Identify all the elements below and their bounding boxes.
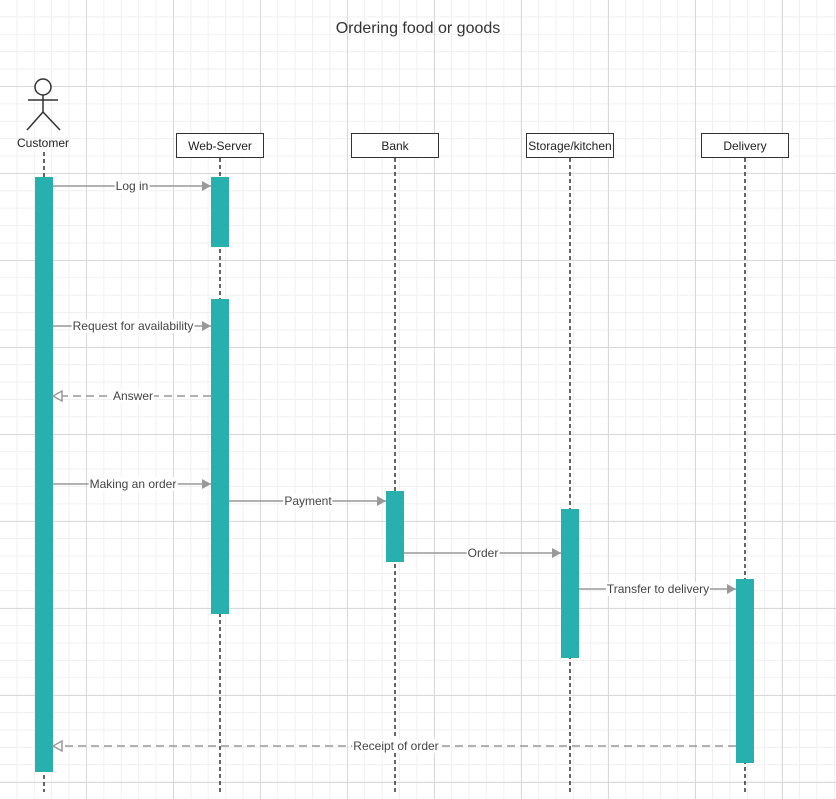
participant-web-server[interactable]: Web-Server xyxy=(176,133,264,158)
open-arrowhead-icon xyxy=(51,739,63,753)
message-label-transfer-to-delivery: Transfer to delivery xyxy=(605,582,711,596)
activation-bar-delivery xyxy=(736,579,754,763)
arrowhead-icon xyxy=(202,321,211,331)
activation-bar-web-server xyxy=(211,299,229,614)
arrowhead-icon xyxy=(202,181,211,191)
diagram-title: Ordering food or goods xyxy=(335,20,501,37)
message-label-payment: Payment xyxy=(283,494,333,508)
activation-bar-customer xyxy=(35,177,53,772)
participant-delivery[interactable]: Delivery xyxy=(701,133,789,158)
activation-bar-web-server xyxy=(211,177,229,247)
message-label-making-an-order: Making an order xyxy=(88,477,178,491)
actor-label-customer: Customer xyxy=(16,136,69,150)
stick-figure-actor-icon xyxy=(26,78,61,131)
participant-bank[interactable]: Bank xyxy=(351,133,439,158)
participant-storage-kitchen[interactable]: Storage/kitchen xyxy=(526,133,614,158)
activation-bar-bank xyxy=(386,491,404,562)
message-label-answer: Answer xyxy=(111,389,155,403)
lifelines xyxy=(43,152,746,792)
activation-bar-storage xyxy=(561,509,579,658)
message-label-receipt-of-order: Receipt of order xyxy=(352,739,440,753)
message-label-request-for-availability: Request for availability xyxy=(71,319,195,333)
arrowhead-icon xyxy=(727,584,736,594)
arrowhead-icon xyxy=(377,496,386,506)
arrowhead-icon xyxy=(202,479,211,489)
message-label-log-in: Log in xyxy=(114,179,150,193)
arrowhead-icon xyxy=(552,548,561,558)
activation-bars xyxy=(35,177,754,772)
message-label-order: Order xyxy=(466,546,500,560)
open-arrowhead-icon xyxy=(51,389,63,403)
